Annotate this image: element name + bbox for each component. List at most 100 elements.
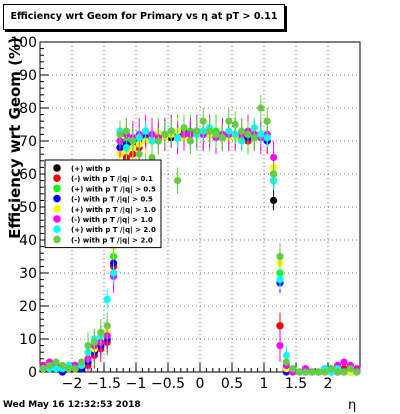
data-point: [244, 130, 252, 138]
data-point: [340, 358, 348, 366]
data-point: [78, 358, 86, 366]
data-point: [193, 127, 201, 135]
data-point: [257, 130, 265, 138]
legend-marker: [53, 184, 61, 193]
data-point: [231, 120, 239, 129]
legend-entry: (+) with p T /|q| > 0.5: [71, 185, 156, 194]
legend-marker: [53, 215, 61, 223]
y-tick-label: 0: [28, 365, 37, 381]
y-tick-label: 10: [19, 332, 37, 348]
data-point: [206, 127, 214, 135]
y-tick-label: 60: [19, 167, 37, 183]
y-axis-label: Efficiency wrt Geom (%): [6, 37, 24, 239]
y-tick-label: 100: [10, 35, 37, 51]
data-point: [225, 117, 233, 125]
data-point: [161, 130, 169, 138]
data-point: [84, 342, 92, 350]
data-point: [135, 134, 143, 142]
data-point: [282, 351, 290, 360]
x-tick-label: −1.5: [87, 376, 121, 392]
y-tick-label: 80: [19, 101, 37, 117]
x-tick-label: 0: [196, 376, 205, 392]
legend-entry: (-) with p T /|q| > 0.5: [71, 196, 153, 205]
data-point: [321, 368, 329, 376]
data-point: [154, 137, 162, 145]
x-tick-label: 1: [260, 376, 269, 392]
data-point: [282, 358, 290, 366]
data-point: [103, 295, 111, 303]
data-point: [122, 127, 130, 135]
legend-marker: [53, 235, 61, 244]
y-tick-label: 70: [19, 134, 37, 150]
data-point: [90, 338, 98, 346]
data-point: [148, 137, 156, 145]
data-point: [167, 127, 175, 135]
y-tick-label: 90: [19, 68, 37, 84]
legend-entry: (-) with p T /|q| > 2.0: [71, 236, 153, 245]
data-point: [39, 365, 47, 373]
legend-entry: (+) with p T /|q| > 2.0: [71, 226, 156, 235]
y-tick-label: 50: [19, 200, 37, 216]
data-point: [270, 170, 278, 178]
data-point: [314, 368, 322, 376]
y-tick-label: 30: [19, 266, 37, 282]
data-point: [270, 153, 278, 162]
data-point: [65, 365, 73, 373]
data-point: [276, 252, 284, 261]
data-point: [257, 104, 265, 112]
data-point: [276, 322, 284, 330]
data-point: [340, 368, 348, 376]
legend-box: [44, 159, 162, 249]
legend-marker: [53, 164, 61, 172]
x-tick-label: −0.5: [151, 376, 185, 392]
data-point: [250, 134, 258, 142]
data-point: [308, 368, 316, 376]
data-point: [142, 127, 150, 135]
data-point: [263, 117, 271, 125]
data-point: [212, 130, 220, 138]
data-point: [97, 328, 105, 336]
data-point: [295, 368, 303, 376]
x-tick-label: 2: [324, 376, 333, 392]
data-point: [353, 368, 361, 376]
data-point: [276, 342, 284, 350]
chart-title: Efficiency wrt Geom for Primary vs η at …: [3, 4, 285, 30]
data-point: [46, 361, 54, 369]
data-point: [148, 153, 156, 162]
legend-marker: [53, 205, 61, 213]
data-point: [327, 365, 335, 373]
data-point: [71, 365, 79, 373]
data-point: [263, 134, 271, 142]
data-point: [52, 358, 60, 366]
legend-entry: (-) with p T /|q| > 1.0: [71, 216, 153, 225]
x-tick-label: 0.5: [221, 376, 243, 392]
y-tick-label: 40: [19, 233, 37, 249]
x-tick-label: 1.5: [285, 376, 307, 392]
data-point: [122, 144, 130, 152]
data-point: [52, 365, 60, 373]
data-point: [289, 365, 297, 373]
timestamp: Wed May 16 12:32:53 2018: [3, 400, 141, 410]
data-point: [110, 269, 118, 277]
data-point: [218, 134, 226, 142]
x-axis-label: η: [348, 398, 357, 413]
data-point: [58, 361, 66, 369]
data-point: [334, 368, 342, 376]
x-tick-label: −2: [62, 376, 83, 392]
data-point: [270, 196, 278, 204]
data-point: [116, 130, 124, 138]
data-point: [186, 137, 194, 145]
y-tick-label: 20: [19, 299, 37, 315]
data-point: [174, 177, 182, 185]
data-point: [135, 150, 143, 158]
data-point: [276, 276, 284, 284]
data-point: [302, 368, 310, 376]
legend-marker: [53, 225, 61, 233]
data-point: [174, 134, 182, 142]
data-point: [199, 117, 207, 125]
data-point: [346, 365, 354, 373]
x-tick-label: −1: [126, 376, 147, 392]
data-point: [238, 127, 246, 135]
data-point: [103, 322, 111, 330]
